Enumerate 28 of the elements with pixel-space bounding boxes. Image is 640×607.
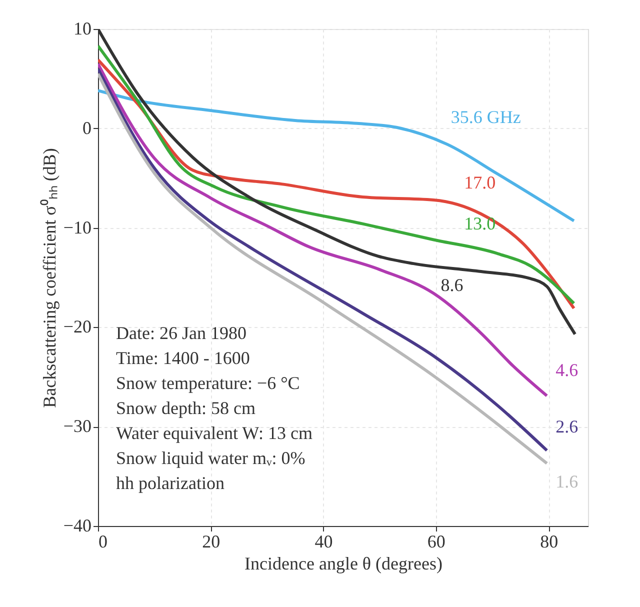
line-series [98,62,548,398]
x-tick-label: 0 [98,532,108,552]
annotation: Time: 1400 - 1600 [116,348,250,368]
annotation: Snow temperature: −6 °C [116,373,300,393]
series-label: 1.6 [556,471,578,492]
y-tick-label: −10 [63,217,92,238]
x-tick-label: 40 [314,532,333,552]
series-label: 13.0 [464,213,496,234]
series-label: 8.6 [440,275,464,296]
series-label: 2.6 [556,416,578,436]
annotation: Water equivalent W: 13 cm [116,423,312,443]
x-tick-label: 20 [202,532,220,552]
y-tick-label: 10 [74,18,92,38]
y-tick-label: 0 [82,118,92,138]
x-tick-label: 60 [427,532,446,552]
series-label: 35.6 GHz [450,106,521,127]
y-tick-label: −30 [63,416,92,436]
y-tick-label: −40 [63,516,92,536]
annotation: Snow depth: 58 cm [116,398,256,418]
x-tick-label: 80 [540,532,558,552]
y-tick-label: −20 [63,316,92,337]
annotation: Date: 26 Jan 1980 [116,323,246,343]
y-axis-title: Backscattering coefficient σ⁰ₕₕ (dB) [39,148,60,408]
x-axis-title: Incidence angle θ (degrees) [244,554,443,574]
series-label: 17.0 [464,172,496,192]
annotation: Snow liquid water mᵥ: 0% [116,448,306,468]
annotation: hh polarization [116,473,224,493]
series-label: 4.6 [556,360,578,380]
